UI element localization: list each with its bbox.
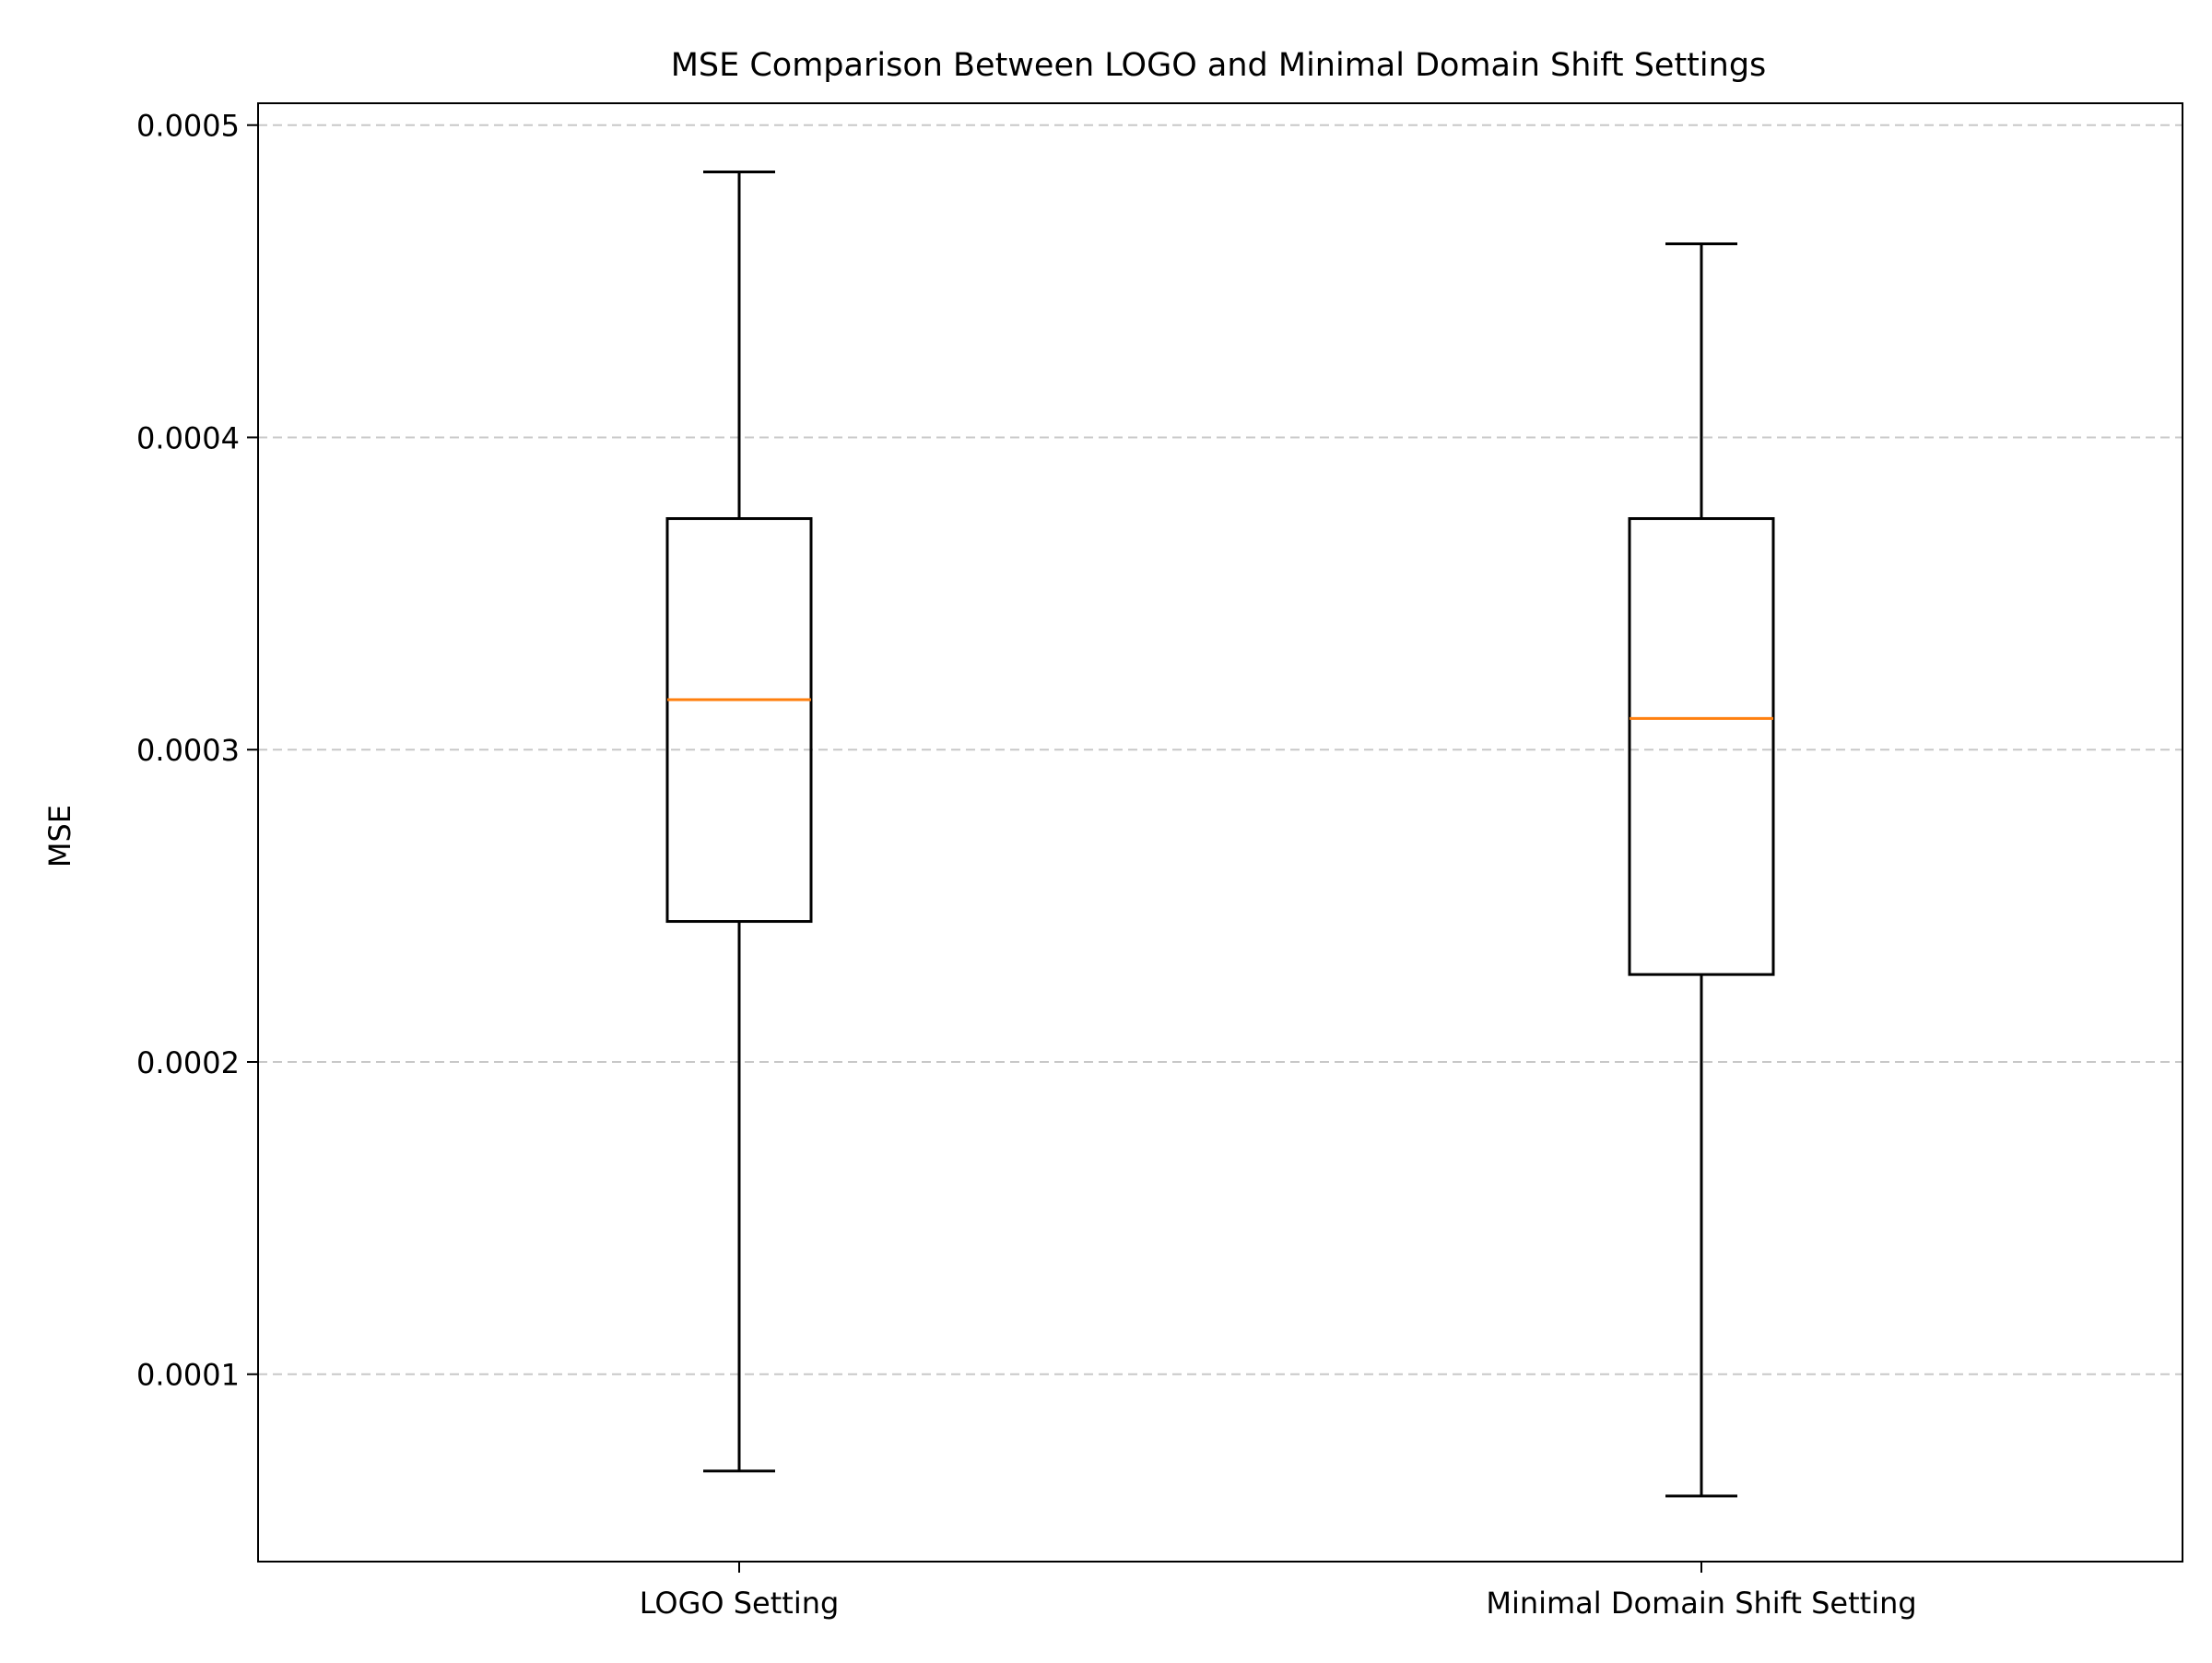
x-tick-label: Minimal Domain Shift Setting: [1486, 1586, 1916, 1621]
box-group: [1628, 242, 1775, 1498]
box-group: [665, 171, 813, 1473]
chart-title: MSE Comparison Between LOGO and Minimal …: [671, 47, 1767, 84]
y-tick-label: 0.0005: [136, 109, 240, 144]
y-tick-label: 0.0003: [136, 733, 240, 768]
iqr-box: [665, 517, 813, 924]
gridlines: [258, 124, 2183, 1375]
y-tick-label: 0.0002: [136, 1045, 240, 1080]
y-tick-label: 0.0004: [136, 420, 240, 455]
y-tick-label: 0.0001: [136, 1358, 240, 1393]
y-axis-label: MSE: [42, 805, 77, 867]
axes: 0.0001 0.0002 0.0003 0.0004 0.0005 LOGO Setti…: [136, 102, 2183, 1621]
x-tick-label: LOGO Setting: [640, 1586, 840, 1621]
iqr-box: [1628, 517, 1775, 976]
box-plot-series: [665, 171, 1775, 1498]
plot-frame: [257, 102, 2183, 1563]
